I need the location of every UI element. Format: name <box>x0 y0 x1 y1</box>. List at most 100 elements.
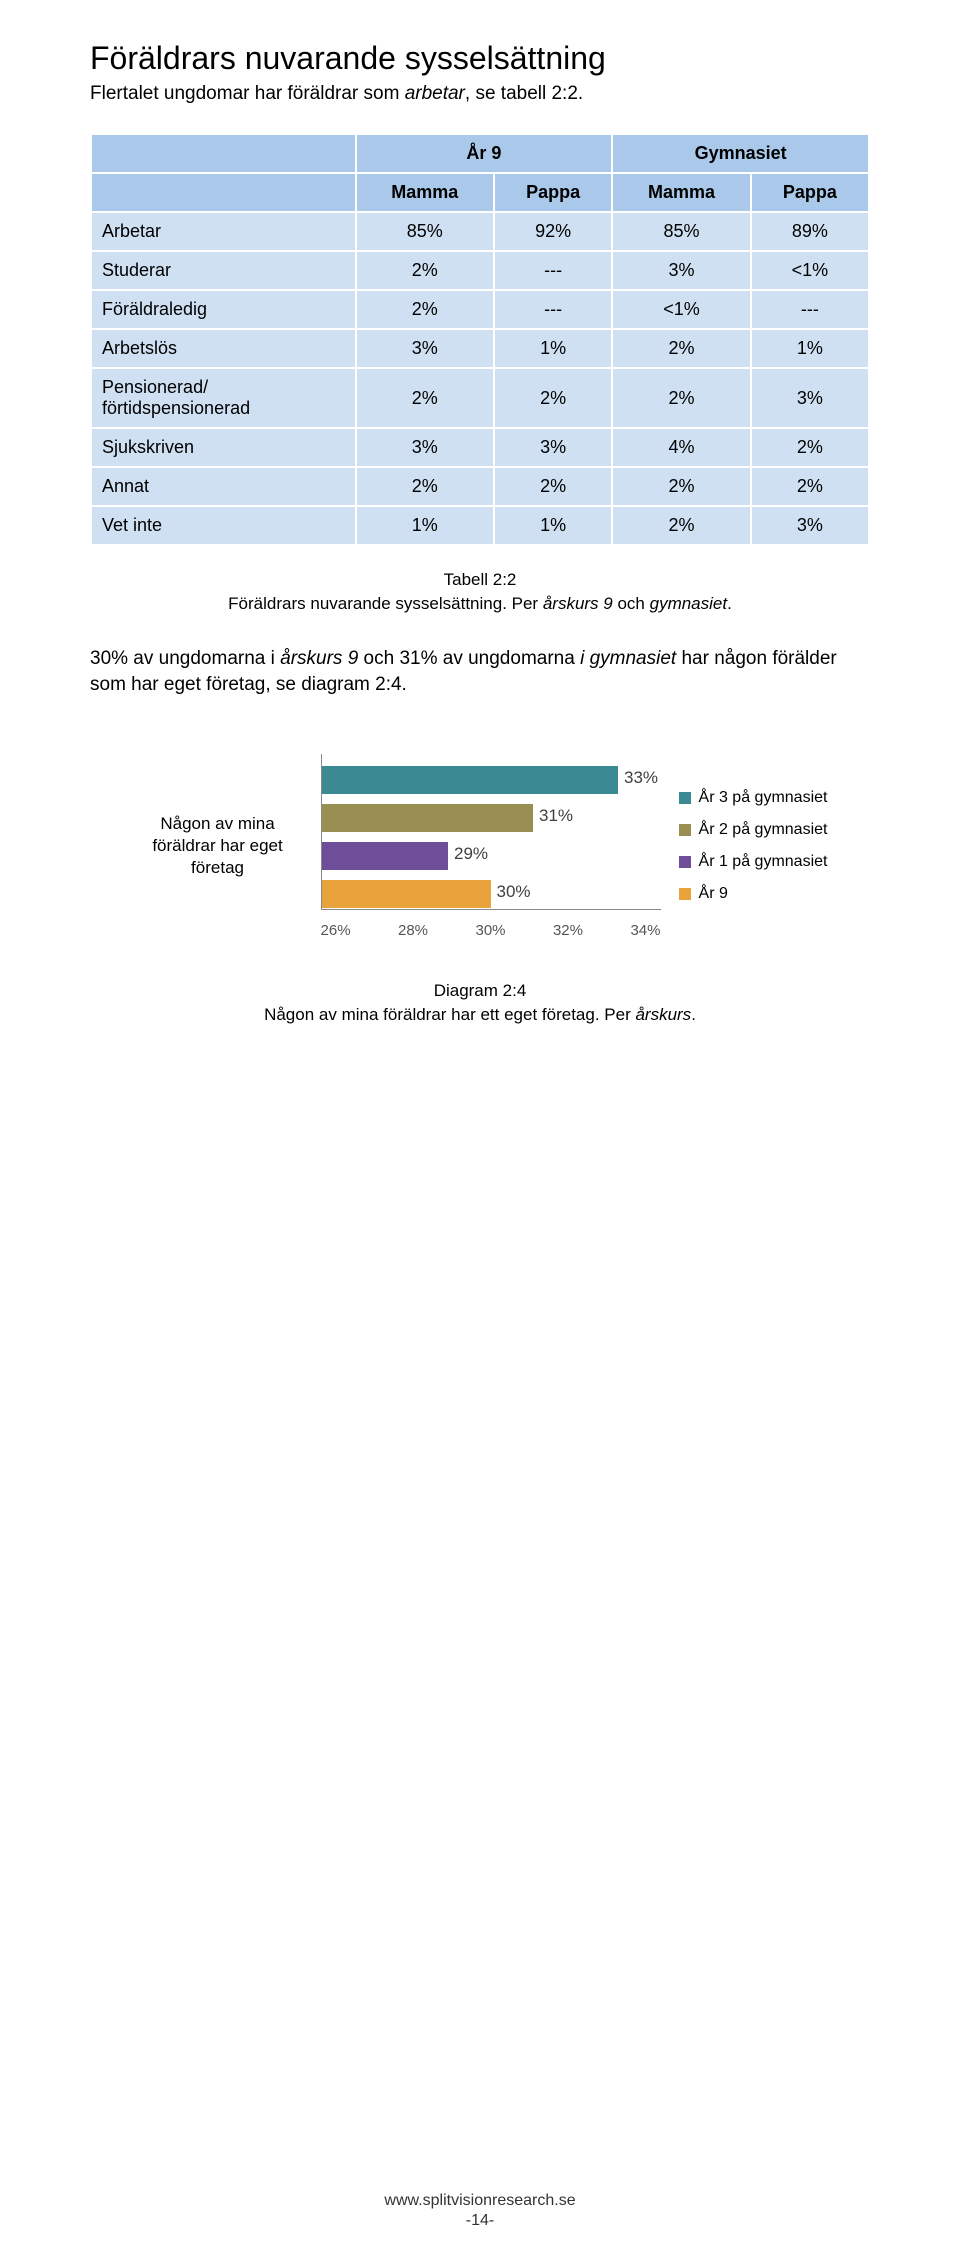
chart-bar-row: 30% <box>321 878 661 910</box>
para-part: 30% av ungdomarna i <box>90 648 280 669</box>
table-cell: 3% <box>751 368 869 428</box>
table-row: Sjukskriven3%3%4%2% <box>91 428 869 467</box>
chart-bar-value: 30% <box>497 882 531 902</box>
table-subheader: Pappa <box>494 173 612 212</box>
table-row-label: Annat <box>91 467 356 506</box>
subtitle-part-c: , se tabell 2:2. <box>465 83 583 104</box>
table-cell: 85% <box>356 212 494 251</box>
chart-x-tick: 26% <box>321 922 351 939</box>
table-cell: 3% <box>612 251 750 290</box>
table-cell: 3% <box>494 428 612 467</box>
caption-part: årskurs 9 <box>543 594 613 613</box>
legend-label: År 1 på gymnasiet <box>699 846 828 878</box>
page-title: Föräldrars nuvarande sysselsättning <box>90 40 870 77</box>
table-cell: 1% <box>356 506 494 545</box>
legend-item: År 3 på gymnasiet <box>679 782 828 814</box>
table-cell: 2% <box>494 467 612 506</box>
chart-bar-value: 29% <box>454 844 488 864</box>
chart-x-tick: 28% <box>398 922 428 939</box>
chart-bar <box>321 766 619 794</box>
table-cell: 3% <box>751 506 869 545</box>
table-cell: 2% <box>356 290 494 329</box>
table-group-header: År 9 <box>356 134 613 173</box>
bar-chart: Någon av mina föräldrar har eget företag… <box>90 754 870 939</box>
table-cell: 1% <box>494 329 612 368</box>
chart-bar-row: 29% <box>321 840 661 872</box>
table-cell: 89% <box>751 212 869 251</box>
caption-part: gymnasiet <box>650 594 727 613</box>
table-cell: 4% <box>612 428 750 467</box>
chart-caption: Diagram 2:4 Någon av mina föräldrar har … <box>90 979 870 1027</box>
chart-x-axis: 26%28%30%32%34% <box>321 916 661 939</box>
table-cell: 85% <box>612 212 750 251</box>
chart-bar-row: 33% <box>321 764 661 796</box>
table-cell: 2% <box>612 368 750 428</box>
caption-part: . <box>691 1005 696 1024</box>
chart-x-tick: 34% <box>630 922 660 939</box>
table-row-label: Arbetar <box>91 212 356 251</box>
table-cell: 2% <box>612 329 750 368</box>
caption-part: årskurs <box>635 1005 691 1024</box>
legend-item: År 9 <box>679 878 828 910</box>
table-cell: --- <box>494 251 612 290</box>
footer-page-number: -14- <box>0 2212 960 2230</box>
table-cell: <1% <box>751 251 869 290</box>
employment-table: År 9GymnasietMammaPappaMammaPappa Arbeta… <box>90 133 870 546</box>
table-cell: --- <box>494 290 612 329</box>
table-row-label: Studerar <box>91 251 356 290</box>
table-cell: 2% <box>356 467 494 506</box>
table-row-label: Sjukskriven <box>91 428 356 467</box>
table-cell: 2% <box>356 251 494 290</box>
table-row: Föräldraledig2%---<1%--- <box>91 290 869 329</box>
chart-x-tick: 30% <box>475 922 505 939</box>
table-body: Arbetar85%92%85%89%Studerar2%---3%<1%För… <box>91 212 869 545</box>
table-row: Studerar2%---3%<1% <box>91 251 869 290</box>
chart-caption-line1: Diagram 2:4 <box>90 979 870 1003</box>
table-row: Annat2%2%2%2% <box>91 467 869 506</box>
page-footer: www.splitvisionresearch.se -14- <box>0 2192 960 2230</box>
chart-bars: 33% 31% 29% 30% <box>321 754 661 910</box>
table-row-label: Föräldraledig <box>91 290 356 329</box>
table-cell: 2% <box>356 368 494 428</box>
table-subheader: Mamma <box>612 173 750 212</box>
body-paragraph: 30% av ungdomarna i årskurs 9 och 31% av… <box>90 646 870 699</box>
table-cell: 2% <box>612 506 750 545</box>
table-caption: Tabell 2:2 Föräldrars nuvarande sysselsä… <box>90 568 870 616</box>
chart-legend: År 3 på gymnasietÅr 2 på gymnasietÅr 1 p… <box>679 782 828 910</box>
table-caption-line2: Föräldrars nuvarande sysselsättning. Per… <box>90 592 870 616</box>
table-cell: 92% <box>494 212 612 251</box>
legend-item: År 2 på gymnasiet <box>679 814 828 846</box>
chart-bar-value: 31% <box>539 806 573 826</box>
chart-bar-row: 31% <box>321 802 661 834</box>
table-cell: 2% <box>494 368 612 428</box>
table-cell: 1% <box>494 506 612 545</box>
page-subtitle: Flertalet ungdomar har föräldrar som arb… <box>90 83 870 105</box>
legend-label: År 9 <box>699 878 728 910</box>
legend-swatch <box>679 792 691 804</box>
table-row: Arbetar85%92%85%89% <box>91 212 869 251</box>
legend-swatch <box>679 888 691 900</box>
subtitle-part-a: Flertalet ungdomar har föräldrar som <box>90 83 405 104</box>
table-cell: --- <box>751 290 869 329</box>
chart-caption-line2: Någon av mina föräldrar har ett eget för… <box>90 1003 870 1027</box>
table-row-label: Pensionerad/ förtidspensionerad <box>91 368 356 428</box>
chart-bar <box>321 880 491 908</box>
table-cell: <1% <box>612 290 750 329</box>
caption-part: Föräldrars nuvarande sysselsättning. Per <box>228 594 543 613</box>
table-head: År 9GymnasietMammaPappaMammaPappa <box>91 134 869 212</box>
legend-swatch <box>679 856 691 868</box>
legend-swatch <box>679 824 691 836</box>
chart-bar-value: 33% <box>624 768 658 788</box>
table-cell: 3% <box>356 329 494 368</box>
table-cell: 2% <box>751 467 869 506</box>
caption-part: . <box>727 594 732 613</box>
chart-plot-area: 33%31%29%30% 26%28%30%32%34% <box>321 754 661 939</box>
footer-url: www.splitvisionresearch.se <box>0 2192 960 2210</box>
para-part: i gymnasiet <box>580 648 676 669</box>
table-subheader: Mamma <box>356 173 494 212</box>
subtitle-part-b: arbetar <box>405 83 465 104</box>
table-row: Pensionerad/ förtidspensionerad2%2%2%3% <box>91 368 869 428</box>
legend-label: År 2 på gymnasiet <box>699 814 828 846</box>
table-subheader-empty <box>91 173 356 212</box>
table-cell: 2% <box>751 428 869 467</box>
